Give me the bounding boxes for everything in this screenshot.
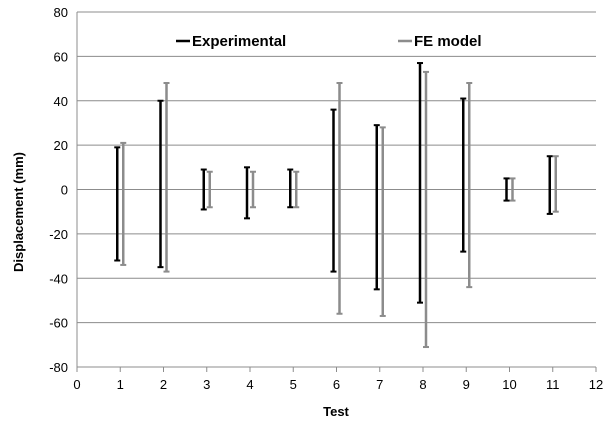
y-tick-label: -60 <box>49 316 68 331</box>
y-tick-label: 20 <box>54 138 68 153</box>
range-bar-experimental <box>330 108 337 273</box>
range-bar-experimental <box>417 62 423 304</box>
range-bar-fe-model <box>206 170 213 209</box>
range-bar-fe-model <box>120 141 127 266</box>
legend: Experimental FE model <box>176 33 482 50</box>
axes <box>76 12 597 372</box>
x-tick-label: 3 <box>203 377 210 392</box>
x-tick-label: 7 <box>376 377 383 392</box>
y-tick-label: -20 <box>49 227 68 242</box>
x-tick-label: 5 <box>290 377 297 392</box>
legend-label-experimental: Experimental <box>192 33 286 50</box>
y-tick-label: 40 <box>54 94 68 109</box>
range-bar-experimental <box>460 97 467 253</box>
y-tick-label: 0 <box>61 183 68 198</box>
x-tick-label: 12 <box>589 377 603 392</box>
range-bar-fe-model <box>552 155 559 213</box>
legend-label-fe-model: FE model <box>414 33 482 50</box>
x-tick-label: 6 <box>333 377 340 392</box>
x-tick-label: 2 <box>160 377 167 392</box>
range-bar-experimental <box>503 177 510 202</box>
x-tick-label: 4 <box>246 377 253 392</box>
range-bar-experimental <box>373 124 380 291</box>
range-bar-fe-model <box>423 70 429 349</box>
x-tick-label: 0 <box>73 377 80 392</box>
range-bar-fe-model <box>379 126 386 317</box>
range-bar-fe-model <box>250 170 256 209</box>
x-axis-title: Test <box>323 404 349 419</box>
x-tick-label: 8 <box>419 377 426 392</box>
range-bar-fe-model <box>336 82 343 315</box>
x-tick-label: 10 <box>502 377 516 392</box>
range-bar-fe-model <box>509 177 516 202</box>
x-tick-label: 9 <box>463 377 470 392</box>
range-bar-fe-model <box>466 82 473 289</box>
y-tick-label: 80 <box>54 5 68 20</box>
y-tick-label: -40 <box>49 271 68 286</box>
range-bar-experimental <box>200 168 207 211</box>
range-bar-fe-model <box>163 82 170 273</box>
x-tick-label: 11 <box>546 377 560 392</box>
y-tick-label: 60 <box>54 49 68 64</box>
y-tick-label: -80 <box>49 360 68 375</box>
range-bar-experimental <box>287 168 294 209</box>
y-axis-title: Displacement (mm) <box>11 152 26 272</box>
range-bar-experimental <box>244 166 250 220</box>
range-bar-experimental <box>157 99 164 269</box>
range-bars <box>114 62 559 349</box>
range-bar-experimental <box>114 146 121 262</box>
range-bar-experimental <box>546 155 553 215</box>
x-tick-label: 1 <box>117 377 124 392</box>
range-bar-fe-model <box>293 170 300 209</box>
